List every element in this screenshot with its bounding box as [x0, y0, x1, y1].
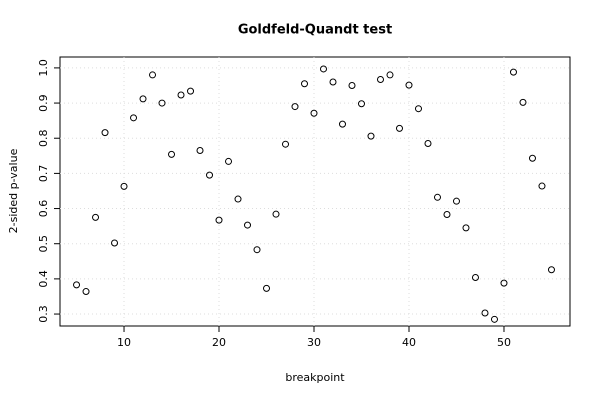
y-tick-label: 0.7 — [37, 165, 50, 183]
point — [320, 65, 328, 73]
point — [338, 120, 346, 128]
point — [158, 99, 166, 107]
point — [528, 154, 536, 162]
point — [234, 195, 242, 203]
y-tick-label: 0.8 — [37, 129, 50, 147]
point — [547, 266, 555, 274]
point — [244, 221, 252, 229]
point — [225, 157, 233, 165]
point — [291, 103, 299, 111]
y-tick-label: 0.9 — [37, 94, 50, 112]
point — [462, 224, 470, 232]
point — [168, 150, 176, 158]
point — [215, 216, 223, 224]
point — [376, 76, 384, 84]
point — [519, 98, 527, 106]
point — [424, 140, 432, 148]
y-tick-label: 0.6 — [37, 200, 50, 218]
point — [177, 91, 185, 99]
point — [196, 147, 204, 155]
point — [329, 78, 337, 86]
y-tick-label: 1.0 — [37, 59, 50, 77]
point — [452, 197, 460, 205]
point — [139, 95, 147, 103]
x-tick-label: 10 — [117, 336, 131, 349]
point — [149, 71, 157, 79]
point — [206, 171, 214, 179]
point — [405, 81, 413, 89]
point — [500, 279, 508, 287]
point — [82, 288, 90, 296]
point — [310, 109, 318, 117]
point — [101, 129, 109, 137]
y-tick-label: 0.4 — [37, 270, 50, 288]
point — [187, 87, 195, 95]
point — [282, 140, 290, 148]
point — [253, 246, 261, 254]
point — [367, 132, 375, 140]
y-axis-label: 2-sided p-value — [7, 148, 20, 233]
point — [111, 239, 119, 247]
point — [272, 210, 280, 218]
y-tick-label: 0.3 — [37, 305, 50, 323]
y-tick-label: 0.5 — [37, 235, 50, 253]
point — [357, 100, 365, 108]
x-tick-label: 20 — [212, 336, 226, 349]
point — [443, 211, 451, 219]
point — [301, 80, 309, 88]
point — [538, 182, 546, 190]
point — [348, 81, 356, 89]
point — [92, 213, 100, 221]
point — [490, 315, 498, 323]
point — [73, 281, 81, 289]
point — [130, 114, 138, 122]
point — [414, 105, 422, 113]
point — [509, 68, 517, 76]
x-tick-label: 30 — [307, 336, 321, 349]
plot-frame — [59, 56, 571, 327]
x-tick-label: 50 — [497, 336, 511, 349]
point — [471, 273, 479, 281]
point — [120, 182, 128, 190]
point — [395, 124, 403, 132]
point — [386, 71, 394, 79]
x-axis-label: breakpoint — [285, 371, 345, 384]
point — [481, 309, 489, 317]
point — [263, 284, 271, 292]
x-tick-label: 40 — [402, 336, 416, 349]
point — [433, 193, 441, 201]
chart-title: Goldfeld-Quandt test — [238, 23, 392, 38]
